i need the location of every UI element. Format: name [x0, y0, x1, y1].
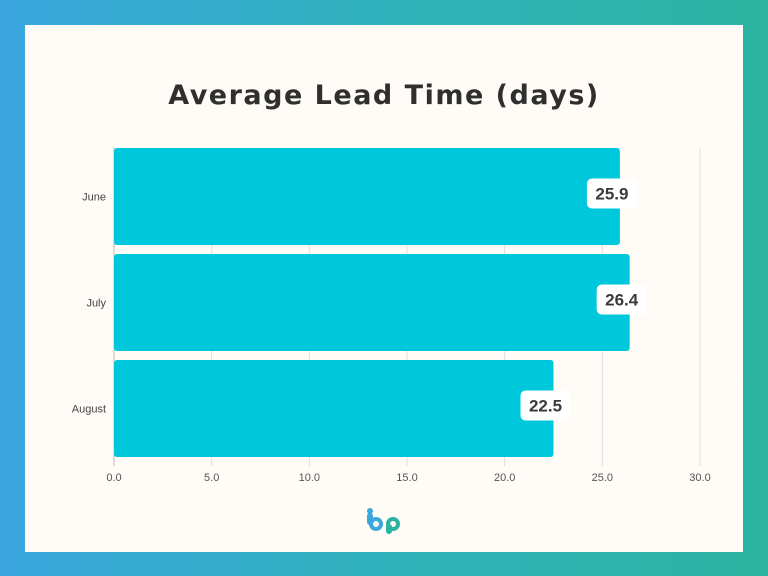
- data-label-box: [520, 390, 571, 421]
- bar: [114, 254, 630, 351]
- bar: [114, 360, 554, 457]
- category-label: June: [82, 192, 106, 204]
- data-label-box: [596, 284, 647, 315]
- x-tick-label: 20.0: [494, 472, 515, 484]
- x-tick-label: 0.0: [106, 472, 121, 484]
- data-label: 26.4: [605, 291, 639, 310]
- x-tick-label: 5.0: [204, 472, 219, 484]
- category-label: August: [72, 404, 106, 416]
- x-tick-label: 25.0: [592, 472, 613, 484]
- data-label: 25.9: [595, 185, 628, 204]
- bar: [114, 148, 620, 245]
- category-label: July: [86, 298, 106, 310]
- data-label: 22.5: [529, 397, 562, 416]
- data-label-box: [586, 178, 637, 209]
- x-tick-label: 10.0: [299, 472, 320, 484]
- chart-title: Average Lead Time (days): [168, 80, 600, 111]
- x-tick-label: 15.0: [396, 472, 417, 484]
- x-tick-label: 30.0: [689, 472, 710, 484]
- bp-logo-icon: [366, 507, 402, 537]
